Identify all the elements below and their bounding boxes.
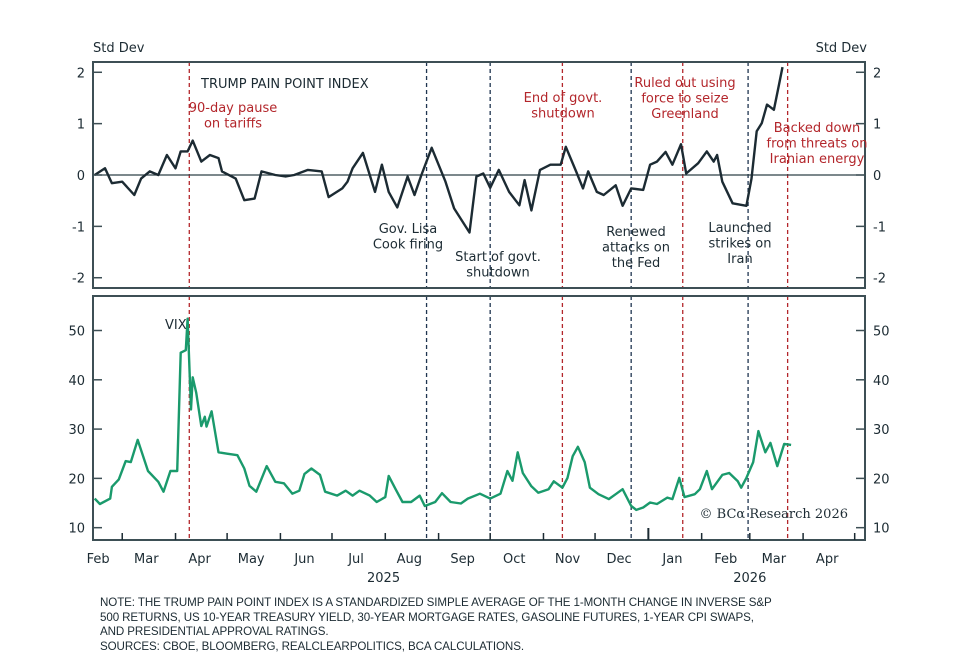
x-month-label: Feb <box>714 552 737 567</box>
x-month-label: Apr <box>816 552 839 567</box>
event-annotation: Iranian energy <box>770 152 865 167</box>
panel-title: TRUMP PAIN POINT INDEX <box>200 77 369 92</box>
copyright: © BCα Research 2026 <box>700 507 848 522</box>
y-tick-label-left: 10 <box>68 522 85 537</box>
x-month-label: Feb <box>87 552 110 567</box>
x-month-label: Mar <box>134 552 159 567</box>
x-month-label: Dec <box>607 552 632 567</box>
event-annotation: shutdown <box>531 107 594 122</box>
y-tick-label-right: 10 <box>873 522 890 537</box>
y-tick-label-right: 2 <box>873 66 881 81</box>
event-annotation: force to seize <box>641 92 728 107</box>
x-month-label: Oct <box>503 552 525 567</box>
event-annotation: attacks on <box>602 241 670 256</box>
y-tick-label-left: -2 <box>72 272 85 287</box>
y-tick-label-left: 1 <box>77 118 85 133</box>
event-annotation: shutdown <box>466 266 529 281</box>
y-tick-label-right: 50 <box>873 325 890 340</box>
y-tick-label-right: 0 <box>873 169 881 184</box>
y-tick-label-left: 50 <box>68 325 85 340</box>
y-tick-label-left: 2 <box>77 66 85 81</box>
event-annotation: Renewed <box>606 225 666 240</box>
y-tick-label-right: -1 <box>873 220 886 235</box>
sources-line: SOURCES: CBOE, BLOOMBERG, REALCLEARPOLIT… <box>100 639 524 653</box>
y-tick-label-left: 30 <box>68 423 85 438</box>
event-annotation: from threats on <box>767 137 868 152</box>
x-month-label: Nov <box>555 552 581 567</box>
x-month-label: Jul <box>347 552 364 567</box>
note-line: NOTE: THE TRUMP PAIN POINT INDEX IS A ST… <box>100 596 772 609</box>
y-tick-label-right: 1 <box>873 118 881 133</box>
chart-footnote: NOTE: THE TRUMP PAIN POINT INDEX IS A ST… <box>100 596 880 654</box>
event-annotation: Ruled out using <box>634 76 735 91</box>
event-annotation: on tariffs <box>204 117 262 132</box>
vix-line <box>93 317 792 512</box>
y-tick-label-left: 40 <box>68 374 85 389</box>
y-tick-label-right: 40 <box>873 374 890 389</box>
x-year-label: 2025 <box>367 571 400 586</box>
x-month-label: Mar <box>762 552 787 567</box>
event-annotation: Launched <box>708 221 771 236</box>
event-annotation: the Fed <box>612 256 660 271</box>
y-tick-label-right: 20 <box>873 472 890 487</box>
event-annotation: 90-day pause <box>189 101 278 116</box>
x-month-label: Sep <box>450 552 475 567</box>
event-annotation: Iran <box>727 252 752 267</box>
y-axis-title-right: Std Dev <box>816 41 868 56</box>
x-month-label: Jun <box>293 552 314 567</box>
event-annotation: Backed down <box>774 121 861 136</box>
panel-frame <box>92 295 866 541</box>
pain-index-line <box>94 66 784 234</box>
note-line: 500 RETURNS, US 10-YEAR TREASURY YIELD, … <box>100 610 754 624</box>
event-annotation: End of govt. <box>524 91 603 106</box>
event-annotation: strikes on <box>709 237 772 252</box>
y-axis-title-left: Std Dev <box>93 41 145 56</box>
y-tick-label-left: 0 <box>77 169 85 184</box>
x-month-label: Jan <box>661 552 682 567</box>
event-annotation: Gov. Lisa <box>379 222 438 237</box>
x-month-label: May <box>238 552 265 567</box>
y-tick-label-left: 20 <box>68 472 85 487</box>
x-year-label: 2026 <box>733 571 766 586</box>
event-annotation: Cook firing <box>373 238 443 253</box>
x-month-label: Aug <box>397 552 422 567</box>
y-tick-label-left: -1 <box>72 220 85 235</box>
y-tick-label-right: 30 <box>873 423 890 438</box>
panel-title: VIX <box>165 318 187 333</box>
note-line: AND PRESIDENTIAL APPROVAL RATINGS. <box>100 625 329 639</box>
event-annotation: Start of govt. <box>455 250 541 265</box>
y-tick-label-right: -2 <box>873 272 886 287</box>
event-annotation: Greenland <box>651 107 718 122</box>
x-month-label: Apr <box>188 552 211 567</box>
